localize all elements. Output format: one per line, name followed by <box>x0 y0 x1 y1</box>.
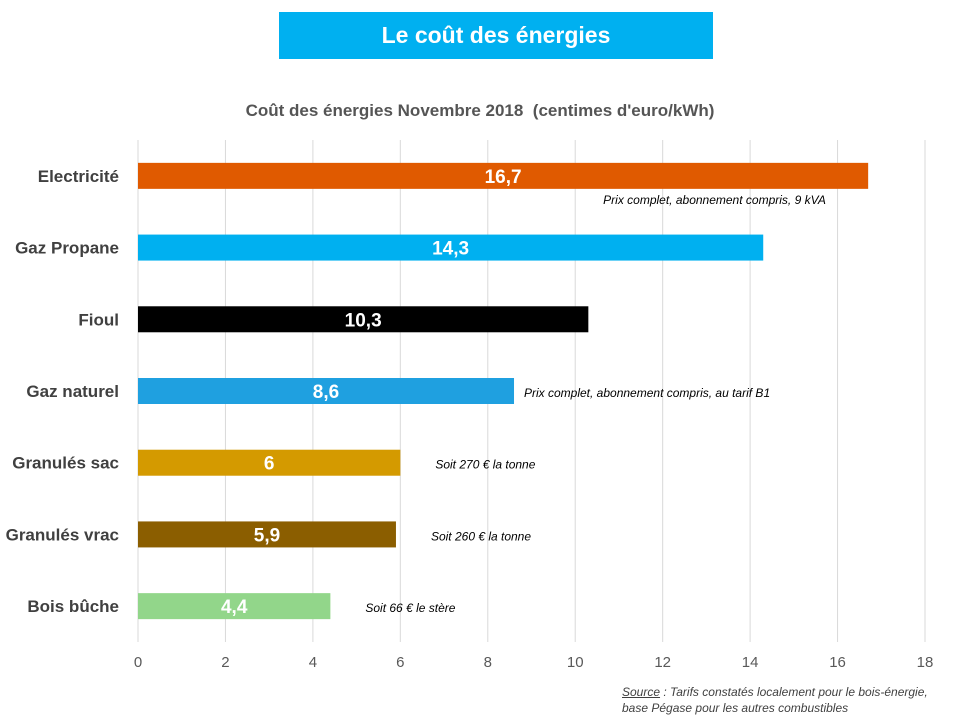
bar <box>138 234 764 261</box>
banner-title: Le coût des énergies <box>279 12 713 59</box>
bar <box>138 449 401 476</box>
data-label: 4,4 <box>221 597 248 618</box>
category-label: Granulés vrac <box>6 525 119 544</box>
x-tick-label: 2 <box>221 654 229 671</box>
chart-title-main: Coût des énergies Novembre 2018 <box>245 101 524 120</box>
data-label: 5,9 <box>254 525 280 546</box>
x-tick-label: 8 <box>484 654 492 671</box>
x-tick-label: 4 <box>309 654 317 671</box>
bar <box>138 306 589 333</box>
category-label: Fioul <box>78 310 119 329</box>
x-axis-ticks: 0 2 4 6 8 10 12 14 16 18 <box>134 654 934 671</box>
chart-title: Coût des énergies Novembre 2018 (centime… <box>0 101 960 121</box>
x-tick-label: 18 <box>917 654 934 671</box>
chart-title-unit: (centimes d'euro/kWh) <box>532 101 715 120</box>
source-label: Source <box>622 685 661 699</box>
source-text: : Tarifs constatés localement pour le bo… <box>622 685 928 715</box>
bar <box>138 521 396 548</box>
category-label: Granulés sac <box>12 454 119 473</box>
category-label: Gaz Propane <box>15 239 119 258</box>
data-label: 8,6 <box>313 382 339 403</box>
source-note: Source : Tarifs constatés localement pou… <box>622 684 952 716</box>
annotation: Prix complet, abonnement compris, 9 kVA <box>603 193 826 207</box>
bar <box>138 593 331 620</box>
bar <box>138 378 515 404</box>
bar <box>138 162 869 189</box>
x-tick-label: 12 <box>654 654 671 671</box>
data-label: 16,7 <box>485 167 522 188</box>
x-tick-label: 0 <box>134 654 142 671</box>
annotation: Soit 66 € le stère <box>365 601 455 615</box>
x-tick-label: 10 <box>567 654 584 671</box>
annotation: Soit 260 € la tonne <box>431 529 531 543</box>
x-tick-label: 6 <box>396 654 404 671</box>
category-label: Electricité <box>38 167 119 186</box>
annotation: Soit 270 € la tonne <box>435 458 535 472</box>
bars: 16,7 Prix complet, abonnement compris, 9 … <box>138 162 869 620</box>
x-tick-label: 14 <box>742 654 759 671</box>
data-label: 14,3 <box>432 239 469 260</box>
annotation: Prix complet, abonnement compris, au tar… <box>524 386 770 400</box>
category-label: Gaz naturel <box>26 382 119 401</box>
category-labels: Electricité Gaz Propane Fioul Gaz naturel Gr… <box>6 167 119 616</box>
category-label: Bois bûche <box>27 597 119 616</box>
x-tick-label: 16 <box>829 654 846 671</box>
data-label: 6 <box>264 454 275 475</box>
data-label: 10,3 <box>345 310 382 331</box>
